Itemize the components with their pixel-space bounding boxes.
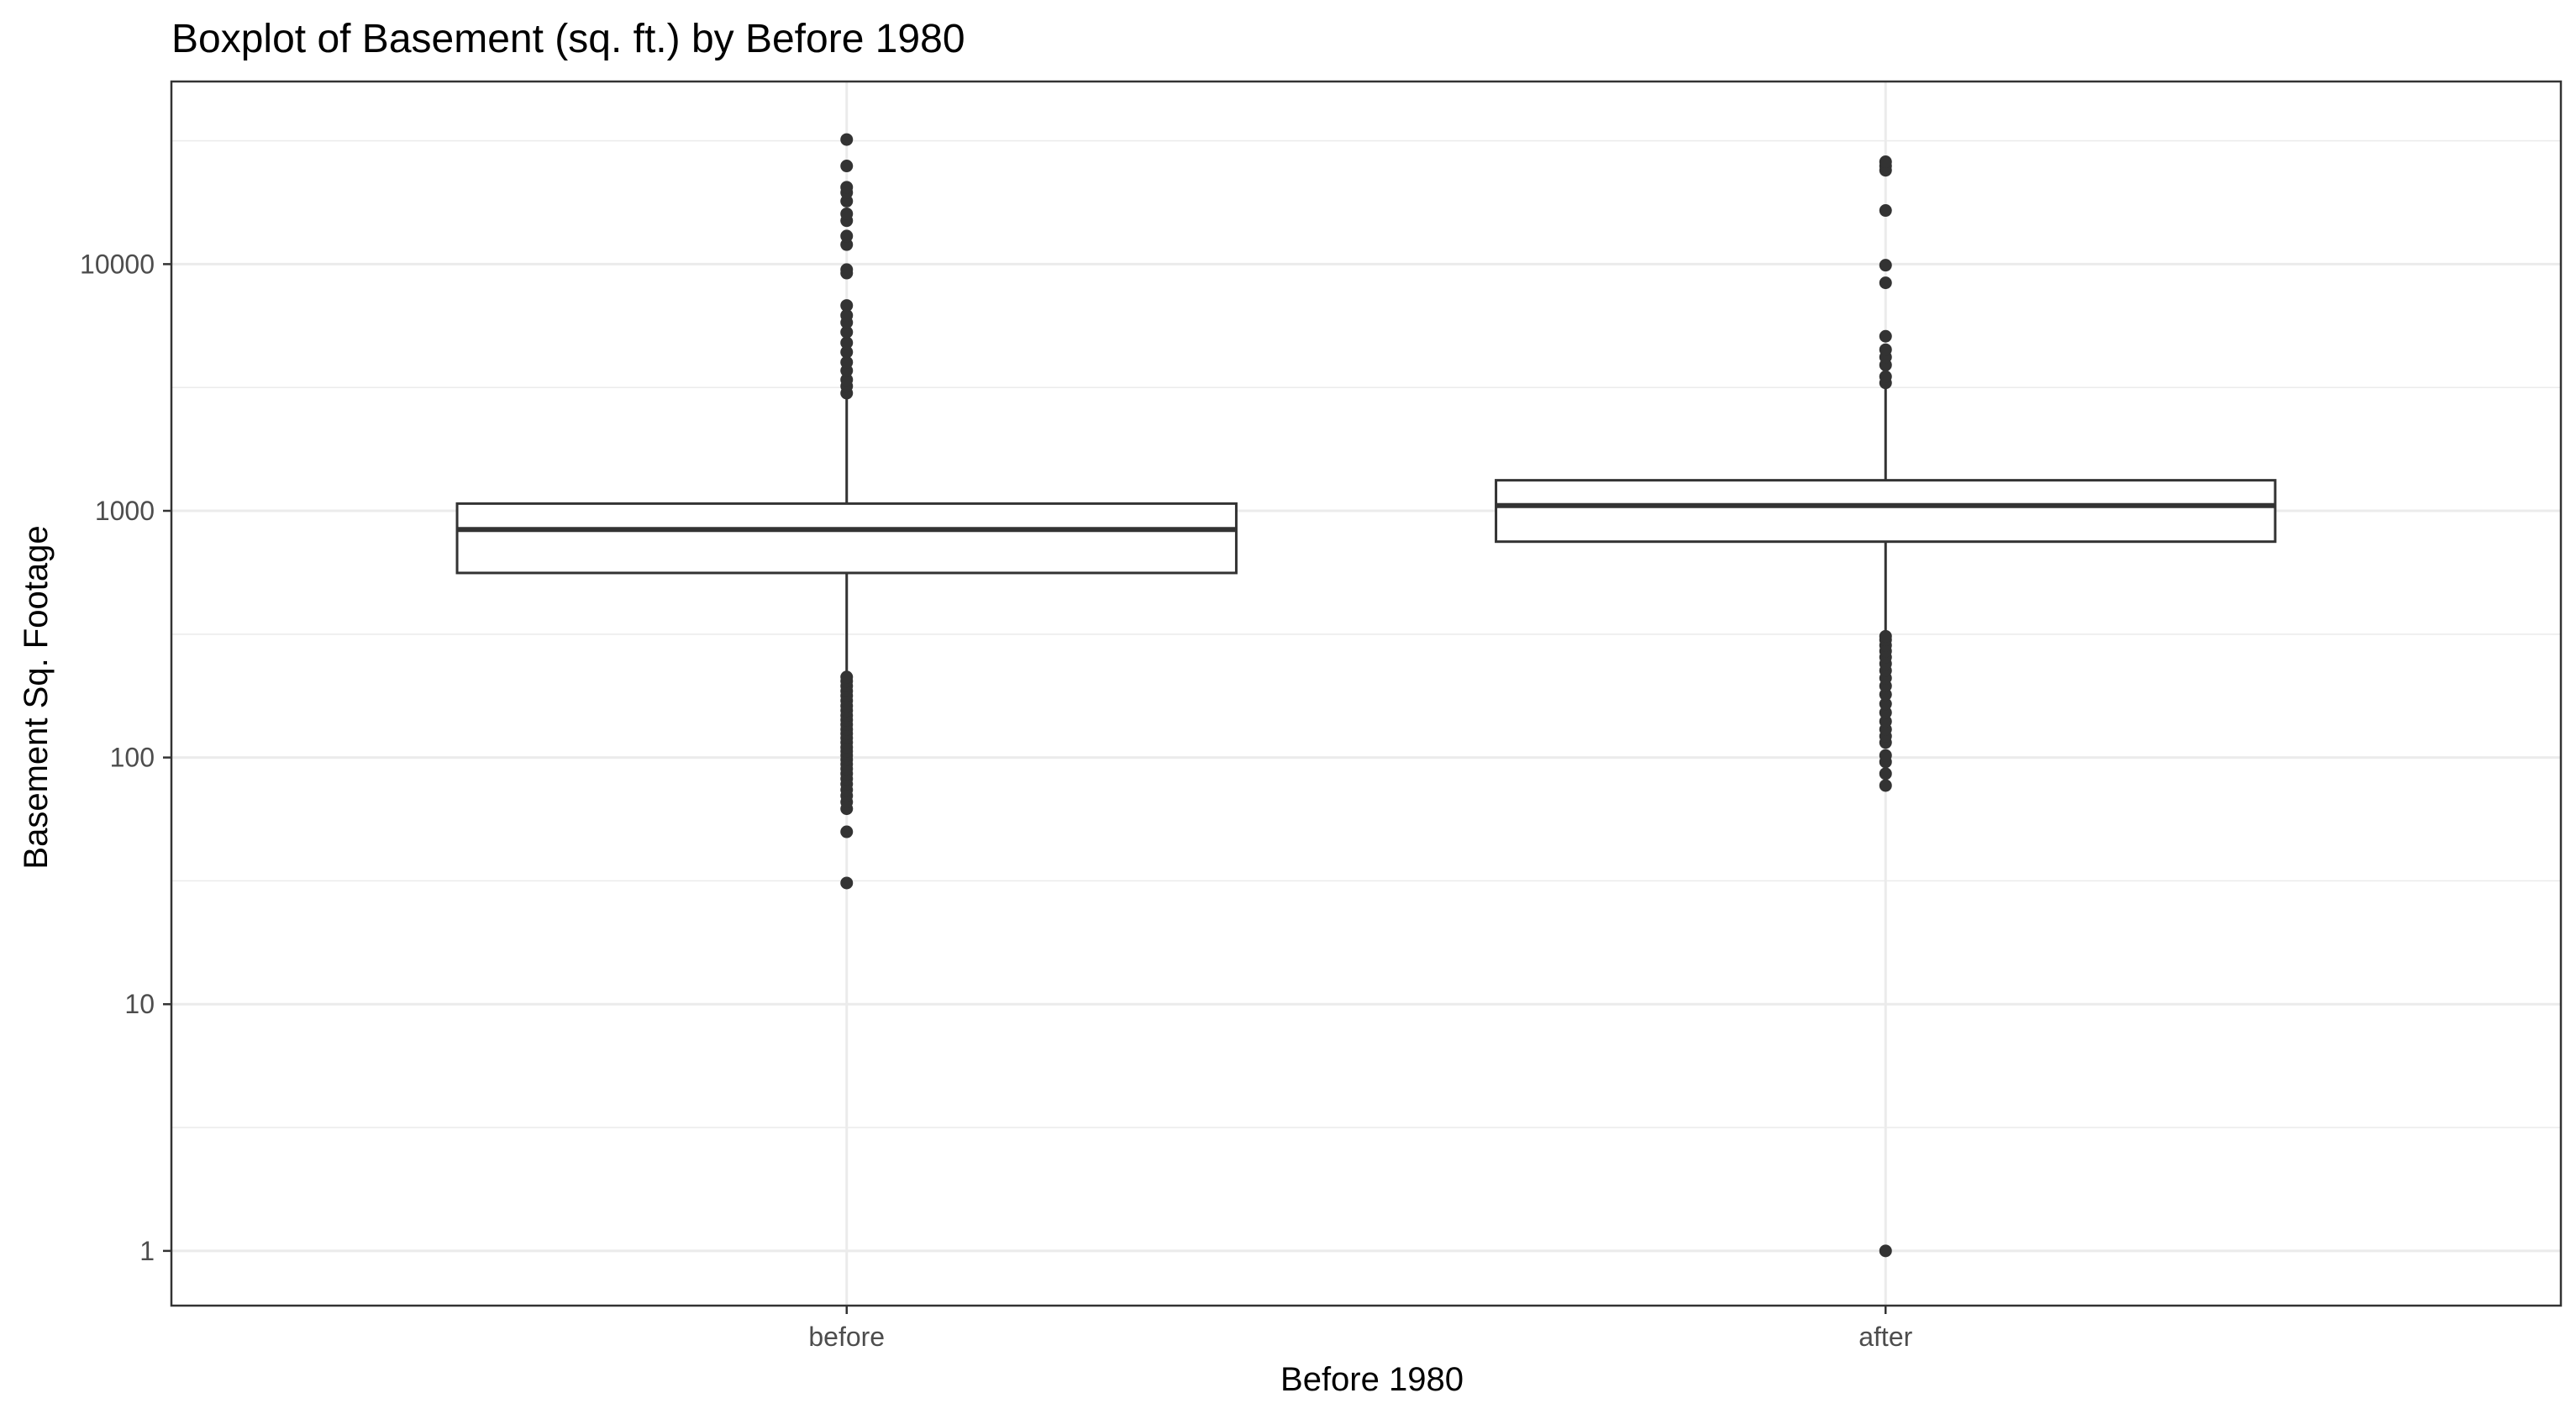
- outlier-point: [840, 263, 854, 276]
- x-axis-title: Before 1980: [1280, 1361, 1464, 1398]
- y-axis-title: Basement Sq. Footage: [18, 525, 55, 869]
- outlier-point: [840, 181, 854, 194]
- y-tick-label: 1000: [95, 496, 155, 526]
- outlier-point: [1879, 629, 1892, 643]
- outlier-point: [1879, 767, 1892, 781]
- outlier-point: [840, 336, 854, 350]
- outlier-point: [840, 229, 854, 243]
- outlier-point: [1879, 715, 1892, 728]
- outlier-point: [1879, 749, 1892, 762]
- outlier-point: [840, 355, 854, 369]
- outlier-points: [840, 133, 1892, 1258]
- y-tick-label: 1: [139, 1236, 155, 1266]
- outlier-point: [1879, 204, 1892, 218]
- box-before: [455, 502, 1238, 575]
- outlier-point: [840, 160, 854, 173]
- outlier-point: [1879, 343, 1892, 356]
- panel-border: [170, 80, 2563, 1307]
- outlier-point: [1879, 706, 1892, 719]
- outlier-point: [840, 373, 854, 386]
- outlier-point: [1879, 1244, 1892, 1258]
- boxes: [455, 386, 2277, 676]
- outlier-point: [1879, 779, 1892, 792]
- x-tick-label: before: [808, 1322, 885, 1352]
- y-tick-label: 100: [110, 743, 155, 773]
- axis-ticks: 1 10 100 1000 10000 before after: [80, 249, 1913, 1352]
- outlier-point: [840, 670, 854, 684]
- outlier-point: [840, 825, 854, 838]
- y-tick-label: 10000: [80, 249, 155, 279]
- outlier-point: [840, 133, 854, 146]
- outlier-point: [840, 299, 854, 313]
- outlier-point: [1879, 329, 1892, 343]
- box-after: [1495, 479, 2277, 544]
- outlier-point: [1879, 370, 1892, 383]
- outlier-point: [840, 345, 854, 359]
- x-tick-label: after: [1858, 1322, 1912, 1352]
- outlier-point: [840, 308, 854, 322]
- outlier-point: [1879, 697, 1892, 711]
- y-tick-label: 10: [124, 989, 155, 1019]
- outlier-point: [840, 876, 854, 890]
- outlier-point: [1879, 276, 1892, 290]
- outlier-point: [840, 207, 854, 220]
- chart-title: Boxplot of Basement (sq. ft.) by Before …: [171, 17, 965, 61]
- outlier-point: [1879, 155, 1892, 169]
- outlier-point: [840, 325, 854, 339]
- outlier-point: [1879, 259, 1892, 272]
